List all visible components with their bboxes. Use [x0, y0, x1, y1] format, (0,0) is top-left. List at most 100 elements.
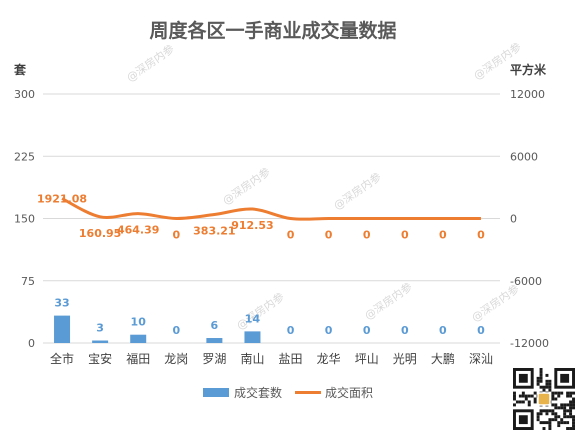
left-tick-label: 300	[14, 88, 35, 101]
qr-module	[536, 415, 540, 419]
qr-module	[557, 421, 561, 425]
x-tick-label: 大鹏	[431, 352, 455, 366]
bar	[244, 331, 261, 343]
bar-data-label: 0	[363, 324, 371, 337]
qr-module	[548, 385, 552, 389]
qr-module	[563, 421, 567, 425]
qr-module	[545, 382, 549, 386]
legend-swatch-bars	[203, 388, 229, 397]
bar	[54, 315, 71, 343]
qr-module	[513, 403, 516, 407]
qr-module	[566, 415, 570, 419]
qr-module	[563, 409, 567, 413]
qr-module	[551, 391, 555, 395]
chart-title: 周度各区一手商业成交量数据	[149, 19, 396, 42]
legend: 成交套数 成交面积	[203, 385, 373, 400]
qr-module	[548, 421, 552, 425]
right-tick-label: 6000	[510, 150, 538, 163]
qr-module	[536, 412, 540, 416]
qr-module	[527, 403, 531, 407]
qr-module	[563, 412, 567, 416]
bar-data-label: 0	[172, 324, 180, 337]
right-y-axis: -12000 -6000 0 6000 12000	[510, 88, 549, 350]
qr-module	[513, 394, 516, 398]
qr-module	[572, 391, 575, 395]
qr-module	[572, 397, 575, 401]
qr-module	[572, 424, 575, 428]
left-axis-unit: 套	[13, 62, 27, 77]
qr-module	[563, 403, 567, 407]
qr-module	[572, 400, 575, 404]
watermark-text: @深房内参	[362, 279, 415, 322]
qr-finder-core	[560, 373, 570, 383]
qr-module	[533, 400, 537, 404]
qr-module	[536, 376, 540, 380]
qr-module	[557, 415, 561, 419]
qr-module	[539, 421, 543, 425]
qr-module	[560, 403, 564, 407]
qr-module	[554, 418, 558, 422]
bar-data-label: 14	[245, 312, 261, 325]
watermark-text: @深房内参	[124, 41, 177, 84]
x-tick-label: 全市	[50, 351, 74, 366]
qr-module	[536, 382, 540, 386]
qr-module	[527, 400, 531, 404]
qr-module	[566, 409, 570, 413]
qr-module	[542, 421, 546, 425]
qr-module	[572, 406, 575, 410]
line-data-label: 0	[172, 229, 180, 242]
qr-module	[545, 373, 549, 377]
qr-module	[566, 391, 570, 395]
line-data-label: 0	[287, 229, 295, 242]
left-y-axis: 0 75 150 225 300	[14, 88, 35, 350]
x-tick-label: 罗湖	[202, 351, 226, 366]
qr-module	[557, 424, 561, 428]
qr-module	[557, 394, 561, 398]
bar	[92, 340, 109, 343]
x-tick-label: 深汕	[469, 352, 493, 366]
qr-module	[548, 379, 552, 383]
qr-module	[569, 415, 573, 419]
bar-data-label: 0	[477, 324, 485, 337]
bar-data-label: 0	[401, 324, 409, 337]
qr-module	[548, 418, 552, 422]
qr-module	[563, 415, 567, 419]
x-tick-label: 宝安	[88, 351, 112, 366]
qr-module	[551, 412, 555, 416]
qr-module	[542, 409, 546, 413]
qr-module	[569, 427, 573, 430]
bar-data-label: 10	[131, 316, 147, 329]
qr-module	[513, 391, 516, 395]
x-tick-label: 龙岗	[164, 352, 188, 366]
bar-data-label: 0	[287, 324, 295, 337]
line-data-label: 464.39	[117, 224, 159, 237]
qr-module	[557, 391, 561, 395]
right-tick-label: -6000	[510, 275, 542, 288]
x-tick-label: 南山	[240, 351, 264, 366]
qr-module	[545, 421, 549, 425]
qr-module	[566, 394, 570, 398]
qr-module	[554, 415, 558, 419]
qr-module	[545, 385, 549, 389]
qr-finder-core	[518, 415, 528, 425]
legend-label-line: 成交面积	[325, 385, 373, 400]
qr-module	[548, 424, 552, 428]
qr-module	[539, 373, 543, 377]
bar-data-label: 3	[96, 322, 104, 335]
qr-module	[545, 379, 549, 383]
left-tick-label: 150	[14, 213, 35, 226]
qr-module	[554, 403, 558, 407]
qr-module	[572, 403, 575, 407]
qr-module	[539, 376, 543, 380]
qr-module	[539, 379, 543, 383]
right-tick-label: 12000	[510, 88, 545, 101]
x-tick-label: 龙华	[317, 352, 341, 366]
qr-module	[572, 427, 575, 430]
qr-module	[566, 403, 570, 407]
bar	[206, 338, 223, 343]
qr-module	[572, 415, 575, 419]
line-data-label: 912.53	[231, 219, 273, 232]
